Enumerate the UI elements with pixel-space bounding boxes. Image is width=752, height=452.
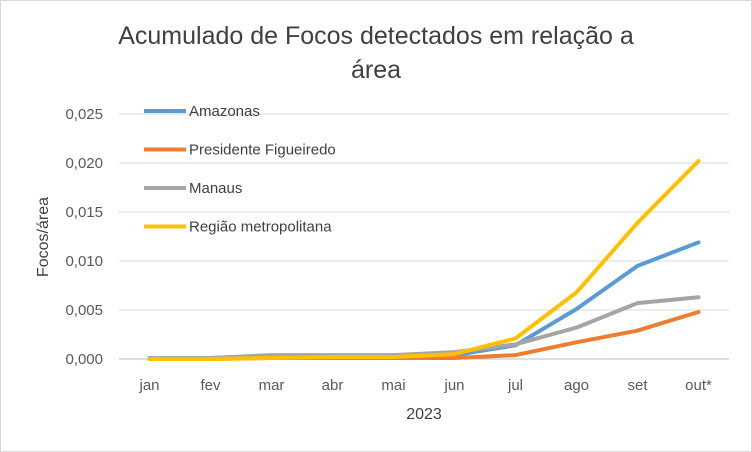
x-tick-label: ago [564,377,589,394]
x-tick-label: mai [381,377,405,394]
x-tick-label: abr [322,377,344,394]
series-line-3 [147,295,701,360]
x-axis-title: 2023 [406,406,442,423]
x-tick-label: fev [200,377,221,394]
legend-label: Manaus [189,180,242,197]
y-tick-label: 0,015 [65,204,103,221]
legend-label: Amazonas [189,103,260,120]
series-line-4 [147,159,701,361]
y-tick-label: 0,000 [65,351,103,368]
y-tick-label: 0,020 [65,155,103,172]
legend-label: Região metropolitana [189,219,332,236]
y-tick-label: 0,005 [65,302,103,319]
series-line-1 [147,240,701,360]
legend-label: Presidente Figueiredo [189,142,336,159]
y-axis-title: Focos/área [35,197,52,277]
x-tick-label: out* [685,377,712,394]
x-tick-label: set [627,377,648,394]
x-tick-label: mar [259,377,285,394]
x-tick-label: jul [507,377,523,394]
x-tick-label: jan [138,377,159,394]
x-tick-label: jun [443,377,464,394]
chart-title: Acumulado de Focos detectados em relação… [118,22,634,84]
y-tick-label: 0,010 [65,253,103,270]
y-tick-label: 0,025 [65,106,103,123]
